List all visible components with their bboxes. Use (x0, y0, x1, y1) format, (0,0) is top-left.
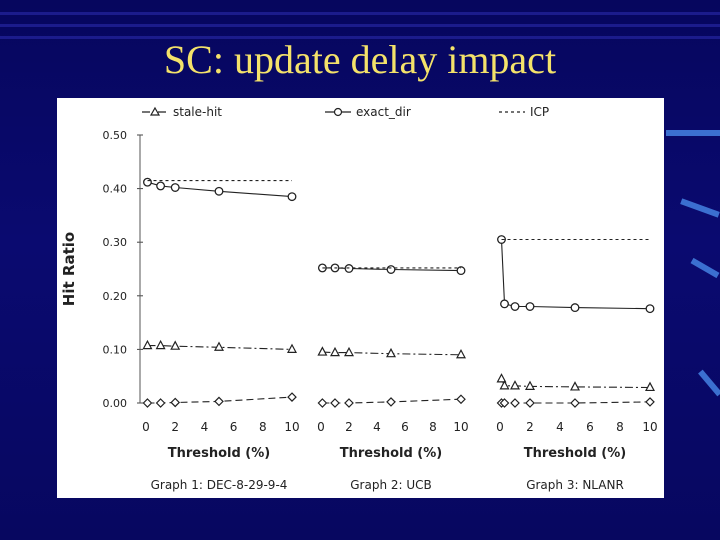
panel-caption: Graph 1: DEC-8-29-9-4 (151, 478, 288, 492)
data-point-diff (499, 398, 510, 408)
series-line-stale-hit (322, 351, 462, 356)
x-tick-label: 2 (526, 420, 534, 434)
data-point-diff (510, 398, 520, 408)
accent-mark (690, 257, 720, 279)
data-point-exact_dir (386, 265, 396, 274)
data-point-exact_dir (170, 183, 180, 192)
x-tick-label: 0 (496, 420, 504, 434)
x-axis-label: Threshold (%) (524, 446, 626, 461)
data-point-diff (214, 396, 224, 407)
data-point-stale-hit (496, 373, 507, 383)
data-point-diff (525, 398, 535, 408)
accent-mark (680, 198, 720, 218)
legend-label-exact_dir: exact_dir (356, 105, 411, 119)
data-point-stale-hit (155, 339, 166, 350)
data-point-stale-hit (499, 380, 510, 390)
data-point-exact_dir (525, 302, 535, 311)
x-tick-label: 6 (401, 420, 409, 434)
x-tick-label: 8 (616, 420, 624, 434)
x-tick-label: 10 (642, 420, 657, 434)
data-point-exact_dir (287, 192, 297, 202)
legend-label-stale-hit: stale-hit (173, 105, 222, 119)
data-point-diff (456, 394, 466, 405)
x-tick-label: 0 (317, 420, 325, 434)
x-tick-label: 2 (345, 420, 353, 434)
x-axis-label: Threshold (%) (168, 446, 270, 461)
data-point-stale-hit (344, 346, 354, 357)
data-point-stale-hit (645, 381, 655, 392)
data-point-diff (155, 398, 166, 408)
data-point-stale-hit (456, 348, 466, 359)
panel-caption: Graph 3: NLANR (526, 478, 624, 492)
y-tick-label: 0.30 (103, 236, 128, 249)
x-tick-label: 6 (586, 420, 594, 434)
data-point-exact_dir (143, 177, 152, 187)
data-point-exact_dir (500, 299, 509, 309)
legend-label-ICP: ICP (530, 105, 549, 119)
data-point-stale-hit (525, 380, 535, 390)
data-point-diff (344, 398, 354, 408)
panel-caption: Graph 2: UCB (350, 478, 432, 492)
data-point-stale-hit (170, 340, 181, 350)
legend-marker-stale-hit (149, 106, 161, 116)
data-point-stale-hit (510, 380, 520, 390)
data-point-exact_dir (214, 186, 224, 196)
y-axis-label: Hit Ratio (60, 232, 78, 306)
data-point-exact_dir (156, 181, 166, 191)
data-point-diff (287, 392, 297, 402)
data-point-diff (645, 397, 655, 407)
x-tick-label: 10 (453, 420, 468, 434)
data-point-diff (570, 398, 580, 408)
data-point-exact_dir (645, 304, 655, 314)
x-tick-label: 4 (373, 420, 381, 434)
y-tick-label: 0.50 (103, 129, 128, 142)
data-point-stale-hit (385, 347, 397, 358)
y-tick-label: 0.10 (103, 343, 128, 356)
data-point-stale-hit (214, 341, 224, 351)
x-tick-label: 8 (429, 420, 437, 434)
chart: stale-hit exact_dir ICP Hit Ratio 0.00 0.10 0.… (60, 105, 658, 492)
data-point-exact_dir (344, 264, 354, 273)
background-stripe (0, 12, 720, 15)
data-point-exact_dir (456, 266, 466, 276)
data-point-stale-hit (570, 381, 580, 391)
data-point-stale-hit (330, 346, 340, 357)
legend-marker-exact_dir (333, 107, 343, 117)
x-tick-label: 10 (284, 420, 299, 434)
x-tick-label: 6 (230, 420, 238, 434)
background-stripe (0, 36, 720, 39)
x-tick-label: 8 (259, 420, 267, 434)
data-point-exact_dir (510, 302, 520, 311)
accent-mark (698, 369, 720, 397)
background-stripe (0, 24, 720, 27)
series-line-exact_dir (500, 239, 651, 310)
data-point-diff (317, 398, 328, 408)
x-tick-label: 4 (556, 420, 564, 434)
x-tick-label: 2 (171, 420, 179, 434)
data-point-stale-hit (287, 343, 297, 353)
y-tick-label: 0.20 (103, 290, 128, 303)
chart-panel: stale-hit exact_dir ICP Hit Ratio 0.00 0.10 0.… (57, 98, 664, 498)
x-tick-label: 4 (201, 420, 209, 434)
data-point-stale-hit (142, 339, 153, 350)
y-tick-label: 0.40 (103, 183, 128, 196)
accent-mark (666, 130, 720, 136)
data-point-diff (386, 397, 396, 407)
y-tick-label: 0.00 (103, 397, 128, 410)
x-axis-label: Threshold (%) (340, 446, 442, 461)
data-point-stale-hit (317, 346, 328, 356)
data-point-diff (142, 398, 153, 408)
data-point-diff (330, 398, 340, 408)
data-point-exact_dir (570, 303, 580, 313)
x-tick-label: 0 (142, 420, 150, 434)
data-point-diff (170, 397, 181, 408)
slide-title: SC: update delay impact (163, 37, 557, 82)
